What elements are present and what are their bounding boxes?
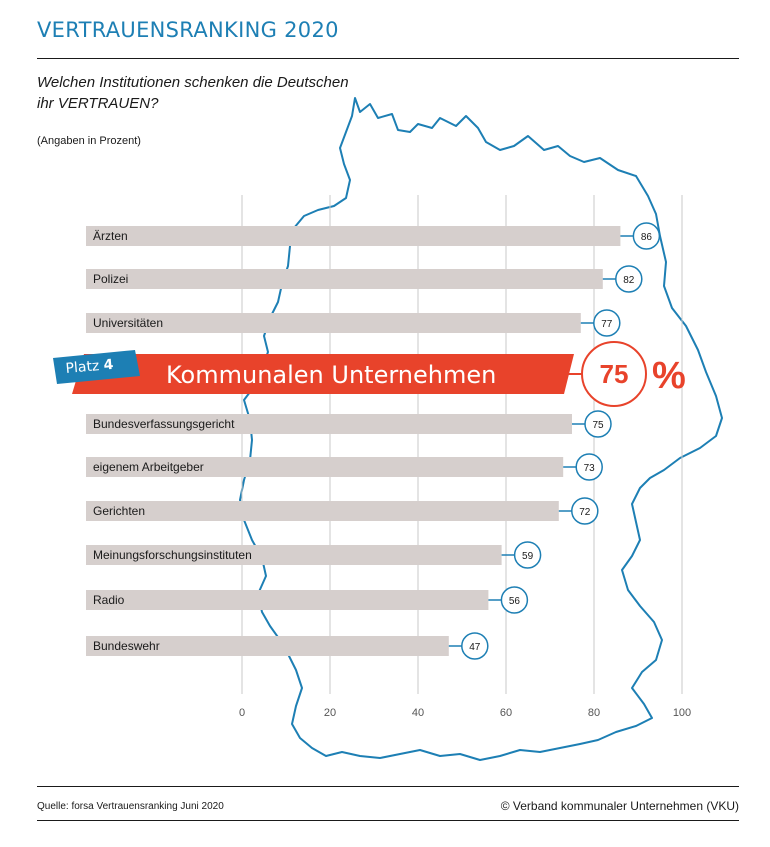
x-tick-label: 60 (500, 707, 512, 719)
value-bubble (461, 632, 489, 660)
unit-note: (Angaben in Prozent) (37, 135, 141, 147)
value-bubble (632, 222, 661, 250)
bar-category-label: eigenem Arbeitgeber (93, 460, 204, 474)
footer-divider-top (37, 786, 739, 787)
chart-bars: Ärzten 86 Polizei 82 Universitäten 77 Bundesve… (86, 222, 661, 660)
highlight-band: Kommunalen Unternehmen 75 % Platz 4 (53, 341, 686, 407)
value-bubble (593, 309, 621, 337)
bar-value-label: 56 (509, 596, 521, 607)
highlight-unit: % (652, 355, 686, 397)
x-tick-label: 100 (673, 707, 691, 719)
x-tick-label: 40 (412, 707, 424, 719)
bar (86, 636, 449, 656)
value-bubble (615, 265, 643, 293)
bar (86, 269, 603, 289)
value-bubble (571, 497, 599, 525)
x-tick-label: 80 (588, 707, 600, 719)
value-bubble (575, 453, 603, 481)
source-note: Quelle: forsa Vertrauensranking Juni 202… (37, 801, 224, 812)
bar (86, 545, 502, 565)
footer-divider-bottom (37, 820, 739, 821)
chart-title: VERTRAUENSRANKING 2020 (37, 18, 339, 42)
bar-category-label: Radio (93, 593, 125, 607)
bar-category-label: Universitäten (93, 316, 163, 330)
rank-badge-label: Platz 4 (65, 357, 114, 377)
bar (86, 457, 564, 477)
bar-value-label: 75 (592, 420, 604, 431)
bar (86, 414, 572, 434)
rank-badge (53, 350, 140, 384)
title-divider (37, 58, 739, 59)
bar-category-label: Ärzten (93, 229, 128, 243)
value-bubble (513, 541, 542, 569)
bar-value-label: 77 (601, 319, 613, 330)
bar-category-label: Gerichten (93, 504, 145, 518)
bar-value-label: 73 (584, 463, 596, 474)
value-bubble (500, 586, 529, 614)
highlight-value: 75 (600, 359, 629, 389)
bar-category-label: Meinungsforschungsinstituten (93, 548, 252, 562)
bar-category-label: Bundesverfassungsgericht (93, 417, 235, 431)
highlight-value-bubble (581, 341, 647, 407)
x-tick-label: 20 (324, 707, 336, 719)
bar (86, 313, 581, 333)
bar-value-label: 72 (579, 507, 591, 518)
bar-category-label: Polizei (93, 272, 128, 286)
bar-value-label: 47 (469, 642, 481, 653)
bar-value-label: 86 (641, 232, 653, 243)
copyright-note: © Verband kommunaler Unternehmen (VKU) (500, 799, 739, 813)
bar-category-label: Bundeswehr (93, 639, 160, 653)
x-axis-ticks: 0 20 40 60 80 100 (239, 707, 691, 719)
bar (86, 226, 621, 246)
bar (86, 501, 559, 521)
bar (86, 590, 489, 610)
highlight-label: Kommunalen Unternehmen (166, 361, 496, 389)
chart-subtitle: Welchen Institutionen schenken die Deuts… (37, 74, 349, 112)
highlight-bar (72, 354, 574, 394)
bar-value-label: 82 (623, 275, 635, 286)
x-tick-label: 0 (239, 707, 245, 719)
bar-value-label: 59 (522, 551, 534, 562)
value-bubble (584, 410, 612, 438)
